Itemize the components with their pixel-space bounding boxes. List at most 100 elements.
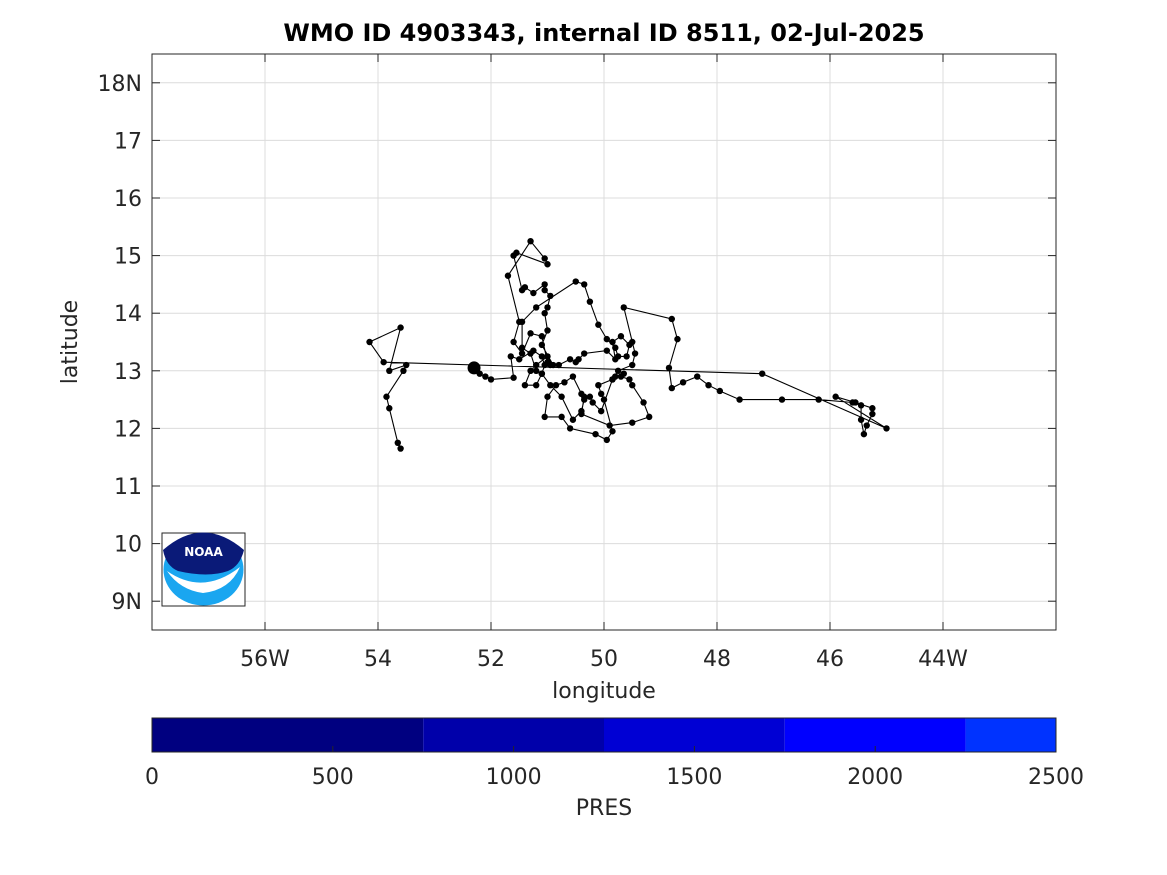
- profile-point: [581, 350, 588, 357]
- profile-point: [397, 324, 404, 331]
- x-axis-ticks: 56W 54 52 50 48 46 44W: [240, 54, 968, 672]
- profile-point: [552, 382, 560, 389]
- profile-point: [547, 292, 554, 300]
- profile-point: [386, 367, 393, 374]
- profile-point: [544, 353, 551, 360]
- profile-point: [544, 327, 551, 334]
- y-tick-label: 18N: [98, 72, 142, 97]
- profile-point: [852, 399, 859, 406]
- profile-point: [705, 382, 712, 389]
- profile-point: [629, 361, 636, 369]
- profile-point: [595, 382, 602, 389]
- profile-point: [538, 333, 546, 340]
- profile-point: [569, 373, 577, 380]
- profile-point: [566, 425, 574, 432]
- profile-point: [646, 413, 653, 421]
- x-tick-label: 48: [703, 647, 731, 672]
- profile-point: [518, 344, 526, 351]
- profile-point: [541, 310, 548, 317]
- x-tick-label: 44W: [918, 647, 968, 672]
- profile-point: [640, 399, 647, 406]
- profile-point: [541, 286, 548, 294]
- profile-point: [521, 382, 529, 389]
- profile-point: [581, 281, 588, 288]
- profile-point: [516, 356, 523, 363]
- profile-point: [869, 405, 876, 412]
- profile-point: [544, 304, 551, 311]
- profile-point: [566, 356, 574, 363]
- profile-point: [597, 390, 605, 398]
- profile-point: [569, 416, 577, 423]
- profile-point: [617, 373, 625, 380]
- profile-point: [555, 361, 562, 369]
- colorbar-segment: [965, 718, 1056, 752]
- profile-point: [527, 330, 534, 337]
- profile-point: [547, 382, 554, 389]
- x-axis-label: longitude: [552, 679, 656, 704]
- profile-point: [561, 379, 568, 386]
- x-tick-label: 52: [477, 647, 505, 672]
- profile-point: [544, 261, 551, 268]
- logo-wave: [167, 567, 240, 593]
- profile-point: [863, 422, 870, 429]
- y-axis-label: latitude: [58, 300, 83, 384]
- y-tick-label: 10: [114, 533, 142, 558]
- profile-point: [530, 289, 537, 297]
- profile-point: [586, 298, 594, 305]
- profile-point: [832, 393, 839, 400]
- profile-point: [674, 335, 681, 343]
- grid: [152, 54, 1056, 630]
- logo-text: NOAA: [184, 545, 223, 559]
- profile-point: [609, 376, 616, 383]
- profile-point: [487, 376, 495, 383]
- profile-point: [614, 353, 622, 360]
- profile-point: [609, 338, 616, 346]
- profile-point: [575, 356, 582, 363]
- profile-point: [629, 338, 636, 346]
- profile-point: [386, 405, 393, 412]
- profile-point: [631, 350, 639, 357]
- profile-point: [592, 430, 599, 438]
- profile-point: [400, 367, 407, 374]
- profile-point: [541, 413, 548, 421]
- profile-point: [504, 272, 512, 279]
- y-tick-label: 12: [114, 417, 142, 442]
- y-tick-label: 13: [114, 360, 142, 385]
- profile-point: [815, 396, 822, 403]
- colorbar-segments: [152, 718, 1056, 752]
- x-tick-label: 56W: [240, 647, 290, 672]
- profile-point: [665, 364, 673, 372]
- profile-point: [547, 361, 554, 369]
- profile-point: [527, 350, 534, 357]
- profile-point: [513, 249, 520, 256]
- profile-point: [600, 396, 608, 403]
- colorbar-tick-label: 1500: [666, 765, 722, 790]
- profile-point: [883, 425, 890, 432]
- profile-point: [759, 370, 766, 377]
- profile-point: [538, 341, 546, 349]
- profile-point: [668, 315, 675, 323]
- profile-point: [668, 384, 675, 392]
- chart-title: WMO ID 4903343, internal ID 8511, 02-Jul…: [283, 19, 924, 47]
- colorbar-tick-label: 2000: [847, 765, 903, 790]
- profile-point: [860, 430, 868, 438]
- profile-point: [533, 367, 540, 374]
- y-tick-label: 11: [114, 475, 142, 500]
- profile-point: [558, 413, 565, 421]
- profile-point: [603, 335, 611, 343]
- profile-point: [606, 422, 613, 429]
- profile-point: [617, 333, 625, 340]
- profile-point: [510, 374, 517, 381]
- profile-point: [603, 436, 611, 444]
- colorbar-tick-label: 2500: [1028, 765, 1084, 790]
- colorbar-tick-label: 1000: [486, 765, 542, 790]
- profile-point: [541, 281, 548, 288]
- profile-point: [597, 407, 605, 415]
- profile-point: [533, 361, 540, 369]
- profile-point: [609, 428, 616, 435]
- profile-point: [538, 370, 546, 377]
- profile-point: [857, 402, 865, 409]
- profile-point: [578, 410, 585, 418]
- profile-point: [572, 278, 579, 285]
